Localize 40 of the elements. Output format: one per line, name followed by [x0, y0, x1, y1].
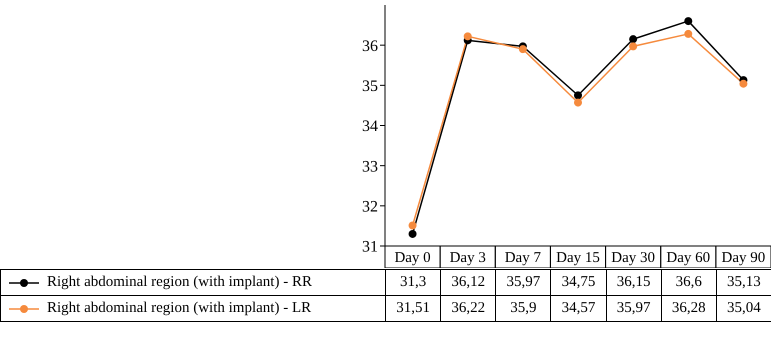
- data-label: 36,22: [440, 296, 496, 322]
- data-label: 35,97: [606, 296, 662, 322]
- point: [518, 45, 527, 54]
- data-label: 34,75: [550, 270, 606, 296]
- x-tick-label: Day 90: [722, 250, 766, 266]
- data-label: 35,97: [496, 270, 551, 296]
- point: [408, 230, 417, 238]
- legend-label: Right abdominal region (with implant) - RR: [47, 274, 312, 290]
- data-label: 34,57: [550, 296, 606, 322]
- y-tick-label: 31: [362, 238, 378, 256]
- point: [684, 17, 692, 26]
- data-label: 35,04: [716, 296, 771, 322]
- point: [629, 42, 638, 50]
- y-tick-label: 36: [362, 38, 378, 55]
- point: [408, 222, 417, 230]
- y-tick-label: 32: [362, 198, 378, 216]
- data-label: 31,3: [386, 270, 441, 296]
- data-label: 36,15: [606, 270, 662, 296]
- x-tick-label: Day 0: [394, 250, 431, 266]
- data-label: 35,13: [716, 270, 771, 296]
- x-tick-label: Day 7: [504, 250, 542, 266]
- y-tick-label: 34: [362, 118, 378, 136]
- x-tick-label: Day 3: [450, 250, 486, 266]
- point: [739, 80, 748, 88]
- data-label: 31,51: [386, 296, 441, 322]
- legend-label: Right abdominal region (with implant) - LR: [47, 300, 312, 316]
- x-tick-label: Day 30: [611, 250, 656, 266]
- point: [574, 91, 582, 100]
- point: [629, 35, 638, 44]
- point: [684, 30, 692, 38]
- x-tick-label: Day 15: [556, 250, 600, 266]
- y-tick-label: 35: [362, 78, 378, 96]
- data-label: 36,12: [440, 270, 496, 296]
- data-label: 35,9: [496, 296, 551, 322]
- data-label: 36,6: [661, 270, 716, 296]
- data-label: 36,28: [661, 296, 716, 322]
- point: [464, 32, 472, 40]
- x-tick-label: Day 60: [666, 250, 710, 266]
- point: [574, 98, 582, 107]
- y-tick-label: 33: [362, 158, 378, 176]
